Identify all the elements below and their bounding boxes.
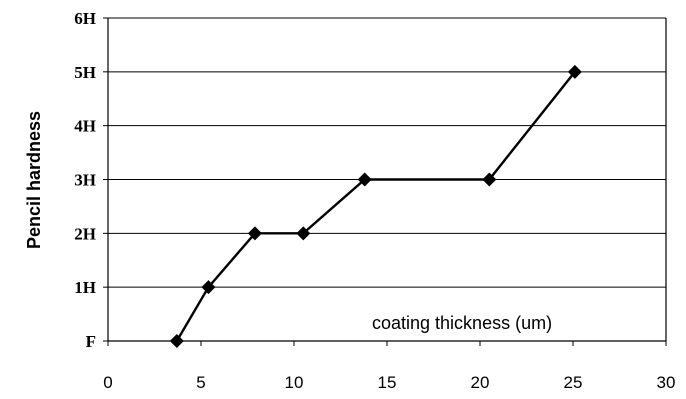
y-tick-label: 3H [74,171,96,190]
series-line [175,71,576,342]
axes [103,17,667,346]
x-tick-label: 30 [657,373,676,392]
x-tick-label: 25 [564,373,583,392]
gridlines [108,17,666,288]
data-point-diamond [247,226,262,241]
y-tick-label: 4H [74,117,96,136]
y-axis-title: Pencil hardness [24,111,44,249]
x-tick-label: 0 [103,373,112,392]
y-tick-label: 5H [74,63,96,82]
data-point-diamond [296,226,311,241]
y-tick-label: 6H [74,9,96,28]
x-tick-label: 20 [471,373,490,392]
x-axis-title-annotation: coating thickness (um) [372,313,552,333]
x-tick-label: 10 [285,373,304,392]
data-point-diamond [357,172,372,187]
data-point-diamond [482,172,497,187]
x-tick-label: 15 [378,373,397,392]
data-point-diamond [567,64,582,79]
x-tick-labels: 0 5 10 15 20 25 30 [103,373,675,392]
y-tick-label: 1H [74,278,96,297]
y-tick-label: 2H [74,224,96,243]
data-point-diamond [201,280,216,295]
y-tick-label: F [86,332,96,351]
y-tick-labels: F 1H 2H 3H 4H 5H 6H [74,9,96,351]
series-group [169,64,582,348]
data-point-diamond [169,334,184,348]
x-tick-label: 5 [196,373,205,392]
